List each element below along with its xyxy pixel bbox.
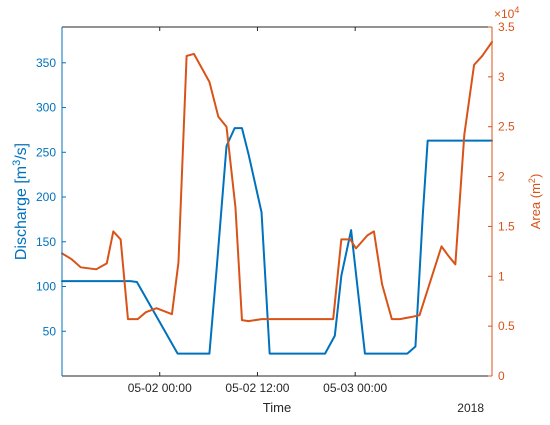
series-line-left (61, 127, 493, 355)
right-tick-label: 1 (498, 269, 505, 283)
left-tick-label: 350 (36, 56, 56, 70)
series-line-right (61, 40, 493, 323)
left-tick-label: 200 (36, 190, 56, 204)
x-axis-label: Time (263, 400, 291, 415)
x-tick-label: 05-02 00:00 (128, 381, 192, 395)
left-tick-label: 300 (36, 101, 56, 115)
left-tick-label: 50 (43, 324, 57, 338)
series-layer (61, 40, 493, 355)
right-axis-multiplier: ×104 (494, 5, 519, 21)
right-tick-label: 2.5 (498, 120, 515, 134)
x-tick-label: 05-02 12:00 (225, 381, 289, 395)
left-axis-label: Discharge [m3/s] (11, 143, 30, 260)
right-tick-label: 3 (498, 70, 505, 84)
right-tick-label: 0 (498, 369, 505, 383)
right-axis-label: Area (m2) (527, 174, 543, 230)
plot-area (62, 27, 492, 376)
x-tick-label: 05-03 00:00 (323, 381, 387, 395)
right-tick-label: 2 (498, 170, 505, 184)
right-tick-label: 1.5 (498, 219, 515, 233)
right-tick-label: 3.5 (498, 20, 515, 34)
axes-layer (61, 26, 493, 377)
left-tick-label: 150 (36, 235, 56, 249)
right-tick-label: 0.5 (498, 319, 515, 333)
left-tick-label: 100 (36, 280, 56, 294)
labels-layer: 05-02 00:00 05-02 12:00 05-03 00:00 50 100 15… (11, 5, 543, 415)
x-year-label: 2018 (457, 401, 484, 415)
left-tick-label: 250 (36, 145, 56, 159)
